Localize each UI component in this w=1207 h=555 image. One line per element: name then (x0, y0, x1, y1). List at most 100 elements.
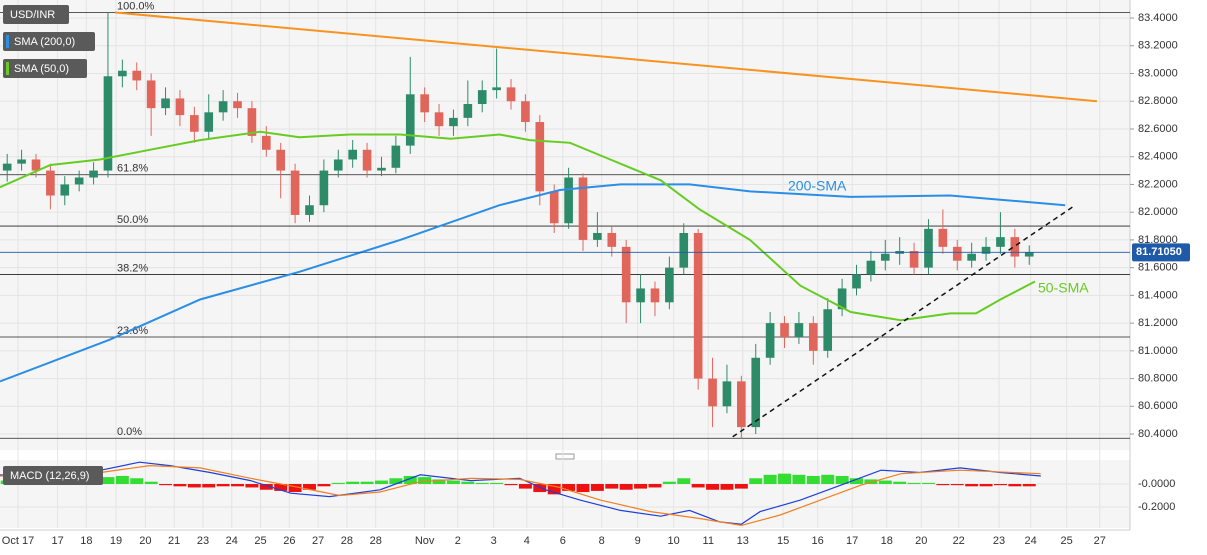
candle-body (780, 323, 789, 337)
x-tick-label: 10 (668, 535, 680, 547)
histogram-bar (619, 484, 633, 490)
histogram-bar (331, 482, 345, 485)
x-tick-label: 2 (455, 535, 461, 547)
candle-body (665, 267, 674, 303)
histogram-bar (130, 478, 144, 485)
y-tick-label: 82.4000 (1138, 151, 1178, 163)
histogram-bar (806, 475, 820, 485)
legend-box (3, 59, 87, 78)
candle-body (693, 232, 703, 379)
x-tick-label: 20 (139, 535, 151, 547)
level-label: 100.0% (117, 0, 155, 12)
histogram-bar (202, 484, 216, 488)
x-tick-label: 23 (197, 535, 209, 547)
x-tick-label: 6 (560, 535, 566, 547)
histogram-bar (979, 484, 993, 487)
candle-body (60, 184, 70, 196)
histogram-bar (303, 484, 316, 490)
x-tick-label: 17 (51, 535, 63, 547)
candle-body (794, 323, 804, 337)
y-tick-label: 80.4000 (1138, 428, 1178, 440)
y-tick-label: 83.2000 (1138, 40, 1178, 52)
y-tick-label: 81.0000 (1138, 345, 1178, 357)
candle-body (1024, 252, 1034, 257)
histogram-bar (763, 474, 777, 485)
x-tick-label: 21 (168, 535, 180, 547)
candle-body (261, 135, 271, 150)
histogram-bar (216, 484, 230, 487)
candle-body (161, 98, 170, 109)
pane-handle[interactable] (555, 453, 575, 460)
x-tick-label: 27 (312, 535, 324, 547)
level-label: 61.8% (117, 163, 148, 175)
legend-title: USD/INR (10, 9, 55, 21)
candle-body (981, 246, 991, 254)
y-tick-label: 83.0000 (1138, 67, 1178, 79)
histogram-bar (317, 484, 331, 487)
candle-body (636, 288, 645, 303)
candle-body (751, 357, 761, 428)
x-tick-label: 17 (846, 535, 858, 547)
candle-body (722, 381, 732, 407)
candle-body (17, 159, 26, 164)
x-tick-label: 23 (993, 535, 1005, 547)
histogram-bar (101, 477, 115, 485)
candle-body (837, 288, 847, 310)
candle-body (146, 80, 156, 109)
candle-body (996, 237, 1005, 247)
histogram-bar (403, 475, 417, 485)
y-tick-label: -0.2000 (1138, 501, 1175, 513)
candle-body (247, 108, 257, 136)
x-tick-label: 28 (341, 535, 353, 547)
candle-body (952, 246, 962, 261)
histogram-bar (734, 484, 748, 489)
x-tick-label: 18 (881, 535, 893, 547)
histogram-bar (590, 484, 604, 491)
histogram-bar (274, 484, 288, 491)
candle-body (190, 115, 199, 132)
candle-body (967, 253, 976, 261)
candle-body (808, 323, 818, 351)
x-tick-label: 24 (226, 535, 238, 547)
candle-body (118, 70, 127, 77)
candle-body (2, 163, 12, 171)
histogram-bar (850, 478, 863, 485)
trend-line (115, 11, 1097, 103)
candle-body (204, 112, 214, 132)
x-tick-label: 19 (110, 535, 122, 547)
candle-body (420, 94, 429, 113)
candle-body (362, 149, 372, 171)
histogram-bar (648, 484, 662, 488)
legend-swatch (6, 62, 9, 75)
legend-box (3, 32, 95, 51)
x-tick-label: 8 (599, 535, 605, 547)
histogram-bar (993, 484, 1007, 486)
x-tick-label: 20 (915, 535, 927, 547)
candle-body (31, 159, 41, 171)
candle-body (333, 159, 343, 171)
histogram-bar (821, 474, 835, 485)
histogram-bar (231, 484, 244, 487)
histogram-bar (418, 477, 432, 485)
histogram-bar (749, 478, 763, 485)
candle-body (924, 228, 933, 268)
histogram-bar (720, 484, 734, 490)
legend-label: SMA (200,0) (14, 36, 75, 48)
histogram-bar (518, 484, 532, 489)
candle-body (938, 228, 948, 247)
histogram-bar (936, 484, 950, 486)
candle-body (909, 251, 919, 268)
candle-body (823, 309, 833, 351)
candle-body (463, 104, 473, 118)
y-tick-label: 81.2000 (1138, 317, 1178, 329)
x-tick-label: 28 (370, 535, 382, 547)
candle-body (377, 167, 386, 171)
annotation: 50-SMA (1038, 280, 1089, 296)
histogram-bar (965, 484, 979, 487)
x-tick-label: 26 (283, 535, 295, 547)
candle-body (564, 177, 573, 224)
y-tick-label: 81.8000 (1138, 234, 1178, 246)
histogram-bar (360, 481, 374, 485)
trend-line (732, 204, 1076, 438)
legend: USD/INR SMA (200,0) SMA (50,0) MACD (12,… (3, 5, 103, 485)
